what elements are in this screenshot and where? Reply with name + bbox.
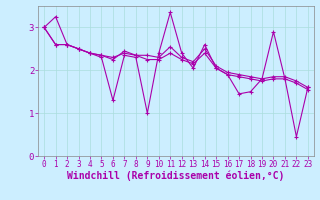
X-axis label: Windchill (Refroidissement éolien,°C): Windchill (Refroidissement éolien,°C) — [67, 171, 285, 181]
